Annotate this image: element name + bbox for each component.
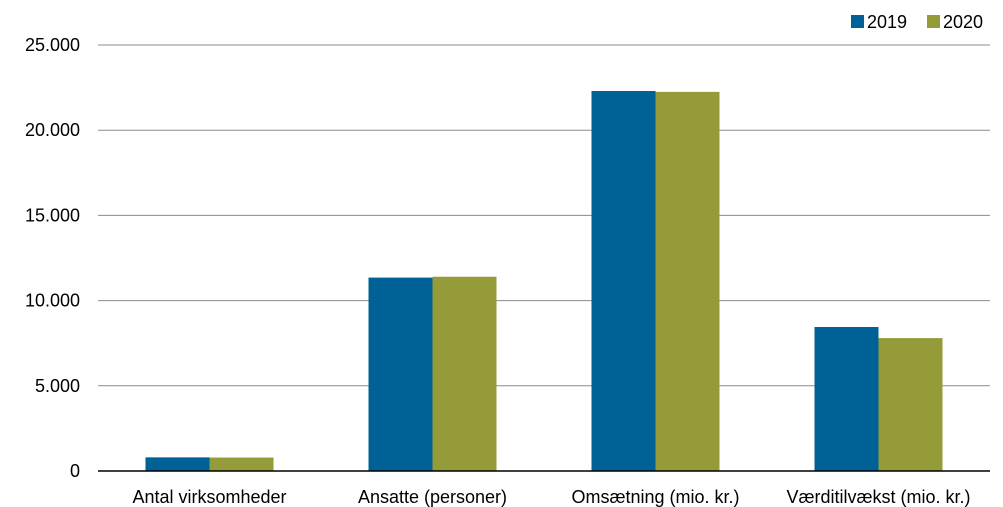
bar-2020-3 (878, 338, 943, 471)
legend-label: 2020 (943, 12, 983, 32)
bar-2020-1 (432, 276, 497, 471)
y-tick-label: 20.000 (25, 120, 80, 140)
y-tick-label: 0 (70, 461, 80, 481)
bars (145, 91, 943, 472)
y-axis-ticks: 0 5.000 10.000 15.000 20.000 25.000 (25, 35, 80, 481)
x-category-label: Omsætning (mio. kr.) (571, 487, 739, 507)
bar-2019-1 (368, 277, 433, 471)
legend-swatch-2020 (927, 15, 940, 28)
bar-2020-2 (655, 91, 720, 472)
bar-2019-2 (591, 91, 656, 472)
y-tick-label: 25.000 (25, 35, 80, 55)
x-category-label: Antal virksomheder (132, 487, 286, 507)
x-axis-categories: Antal virksomheder Ansatte (personer) Omsæ… (132, 487, 970, 507)
bar-2020-0 (209, 457, 274, 471)
x-category-label: Ansatte (personer) (358, 487, 507, 507)
legend: 2019 2020 (851, 12, 983, 32)
y-tick-label: 15.000 (25, 205, 80, 225)
bar-2019-0 (145, 457, 210, 471)
bar-2019-3 (814, 327, 879, 471)
legend-label: 2019 (867, 12, 907, 32)
y-tick-label: 5.000 (35, 376, 80, 396)
x-category-label: Værditilvækst (mio. kr.) (786, 487, 970, 507)
legend-swatch-2019 (851, 15, 864, 28)
y-tick-label: 10.000 (25, 291, 80, 311)
